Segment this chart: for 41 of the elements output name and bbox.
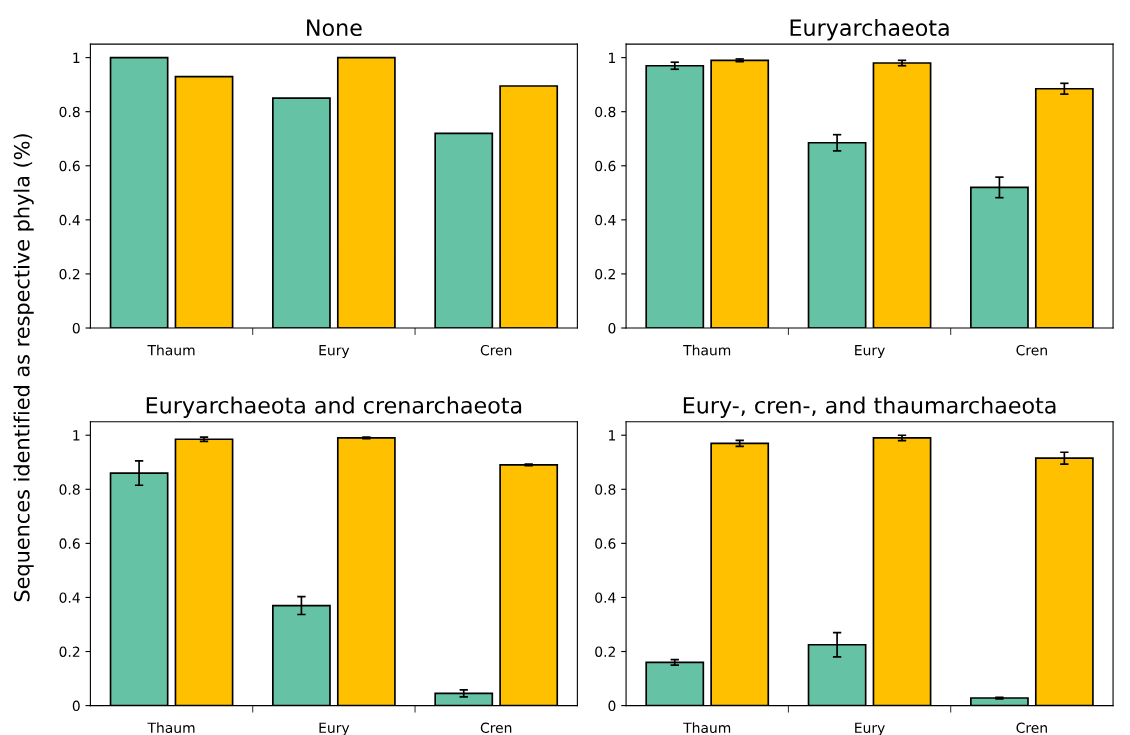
chart-title: Euryarchaeota and crenarchaeota (146, 396, 522, 418)
x-tick-label: Thaum (683, 722, 731, 734)
y-tick-label: 0.4 (595, 592, 616, 603)
y-tick-label: 0.4 (595, 214, 616, 226)
y-tick-label: 0.2 (59, 268, 80, 280)
y-tick-label: 0.8 (59, 106, 80, 118)
y-tick-label: 0.6 (59, 160, 80, 172)
x-tick-label: Cren (1016, 722, 1047, 734)
y-tick-label: 0 (608, 700, 616, 712)
y-tick-label: 1 (73, 52, 80, 63)
y-tick-label: 0.2 (595, 646, 615, 657)
y-tick-label: 0 (72, 322, 80, 334)
x-tick-label: Thaum (147, 344, 195, 356)
y-tick-label: 0.8 (595, 106, 616, 118)
y-tick-label: 0 (72, 700, 80, 712)
x-tick-label: Cren (1016, 344, 1047, 356)
chart-title: None (307, 19, 362, 37)
y-tick-label: 0.2 (595, 268, 615, 280)
x-tick-label: Eury (855, 722, 885, 735)
y-tick-label: 1 (609, 52, 616, 63)
y-tick-label: 0.6 (595, 538, 616, 549)
x-tick-label: Eury (855, 345, 885, 359)
x-tick-label: Thaum (147, 722, 195, 734)
x-tick-label: Eury (319, 345, 350, 359)
y-axis-title: Sequences identified as respective phyla (%) (13, 134, 34, 602)
x-tick-label: Cren (480, 722, 512, 734)
y-tick-label: 0.6 (59, 538, 80, 549)
y-tick-label: 0.8 (595, 484, 616, 495)
chart-title: Eury-, cren-, and thaumarchaeota (683, 396, 1056, 418)
y-tick-label: 0.2 (59, 646, 80, 657)
y-tick-label: 0.6 (595, 160, 616, 172)
x-tick-label: Eury (319, 722, 350, 735)
x-tick-label: Cren (480, 344, 512, 356)
y-tick-label: 1 (73, 430, 80, 441)
y-tick-label: 1 (609, 430, 616, 441)
y-tick-label: 0 (608, 322, 616, 334)
chart-title: Euryarchaeota (790, 18, 949, 41)
y-tick-label: 0.4 (59, 592, 80, 603)
y-tick-label: 0.4 (59, 214, 80, 226)
x-tick-label: Thaum (683, 344, 731, 356)
y-tick-label: 0.8 (59, 484, 80, 495)
